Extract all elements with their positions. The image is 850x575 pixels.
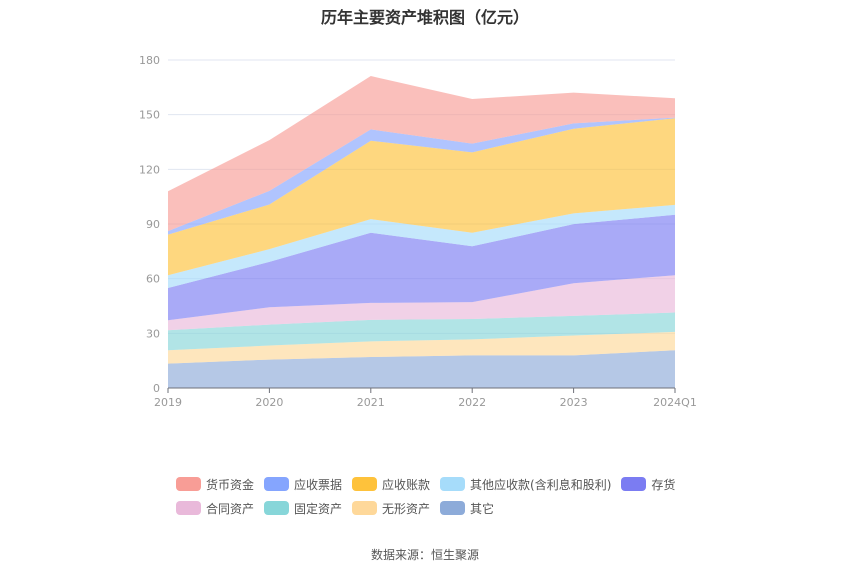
legend-item[interactable]: 货币资金 [176,476,254,493]
legend-swatch [440,501,466,515]
area-series-5 [168,204,675,288]
legend-swatch [264,501,290,515]
area-series-2 [168,312,675,351]
legend-label: 存货 [651,477,676,492]
legend-label: 无形资产 [382,501,431,516]
legend-item[interactable]: 其他应收款(含利息和股利) [440,476,611,493]
y-tick-label: 0 [153,382,160,395]
x-tick-label: 2021 [357,396,385,409]
legend-item[interactable]: 合同资产 [176,500,254,517]
legend-label: 其他应收款(含利息和股利) [470,477,612,492]
legend-item[interactable]: 其它 [440,500,494,517]
legend-label: 应收票据 [294,477,343,492]
data-source: 数据来源：恒生聚源 [370,548,479,562]
area-series-0 [168,350,675,388]
legend-item[interactable]: 应收账款 [352,476,430,493]
y-tick-label: 30 [146,327,160,340]
x-tick-label: 2023 [560,396,588,409]
legend-swatch [352,477,378,491]
area-series-1 [168,331,675,364]
area-series-6 [168,118,675,276]
y-tick-label: 180 [139,54,160,67]
legend-item[interactable]: 应收票据 [264,476,342,493]
legend-label: 固定资产 [294,501,343,516]
y-tick-label: 60 [146,273,160,286]
chart-title: 历年主要资产堆积图（亿元） [320,8,529,27]
x-tick-label: 2019 [154,396,182,409]
legend: 货币资金 应收票据 应收账款 其他应收款(含利息和股利) 存货合同资产 固定资产 无形资产 其… [176,472,696,520]
x-tick-label: 2022 [458,396,486,409]
legend-label: 其它 [470,501,495,516]
legend-label: 应收账款 [382,477,431,492]
stacked-area-chart: 0 30 60 90 120 150 180 2019 2020 2021 2022 2023 2024… [139,54,697,409]
legend-swatch [352,501,378,515]
legend-swatch [176,501,201,515]
area-series-3 [168,275,675,331]
y-tick-label: 150 [139,109,160,122]
area-series-8 [168,76,675,232]
legend-row: 合同资产 固定资产 无形资产 其它 [176,496,696,520]
legend-swatch [176,477,201,491]
legend-item[interactable]: 无形资产 [352,500,430,517]
y-tick-label: 120 [139,163,160,176]
x-tick-label: 2024Q1 [653,396,697,409]
legend-label: 合同资产 [206,501,255,516]
legend-label: 货币资金 [206,477,255,492]
area-series-4 [168,214,675,321]
legend-swatch [621,477,647,491]
legend-swatch [264,477,290,491]
legend-swatch [440,477,466,491]
y-tick-label: 90 [146,218,160,231]
legend-row: 货币资金 应收票据 应收账款 其他应收款(含利息和股利) 存货 [176,472,696,496]
area-series-7 [168,117,675,235]
x-tick-label: 2020 [255,396,283,409]
legend-item[interactable]: 存货 [621,476,675,493]
legend-item[interactable]: 固定资产 [264,500,342,517]
